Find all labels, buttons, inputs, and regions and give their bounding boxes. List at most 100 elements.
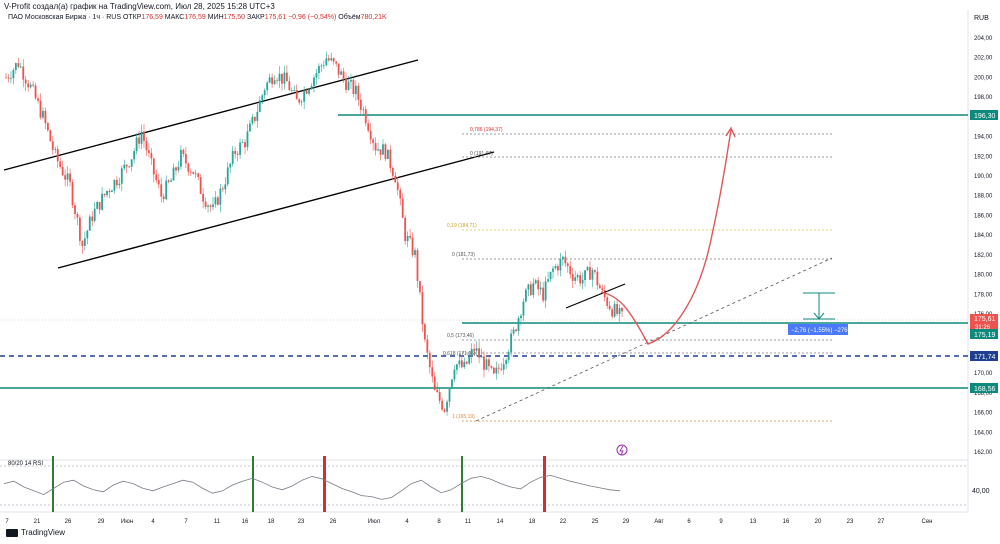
candle-body	[428, 352, 431, 368]
channel-lower-line[interactable]	[57, 151, 495, 269]
candle-body	[49, 130, 52, 142]
lightning-icon[interactable]	[616, 444, 628, 456]
candle-body	[150, 152, 153, 159]
candles[interactable]	[5, 51, 623, 416]
price-tag-168-text: 168,56	[974, 386, 996, 393]
open-label: ОТКР	[122, 14, 142, 21]
symbol-name[interactable]: ПАО Московская Биржа · 1ч · RUS	[8, 14, 121, 21]
candle-body	[433, 376, 436, 390]
candle-body	[350, 79, 352, 82]
brand-name: TradingView	[21, 528, 66, 537]
fib-retracement[interactable]	[462, 133, 832, 422]
tradingview-logo-icon	[6, 528, 18, 537]
candle-body	[83, 238, 86, 246]
candle-body	[246, 131, 249, 148]
candle-body	[416, 250, 419, 281]
candle-body	[576, 275, 579, 278]
candle-body	[322, 65, 325, 67]
candle-body	[5, 77, 7, 79]
candle-body	[438, 392, 441, 401]
candle-body	[310, 86, 313, 90]
candle-body	[303, 90, 306, 102]
price-tag-current	[970, 314, 998, 332]
price-tick: 164,00	[974, 430, 993, 436]
candle-body	[616, 304, 618, 314]
time-tick: 16	[242, 519, 249, 525]
candle-body	[510, 333, 513, 353]
candle-body	[581, 279, 584, 284]
time-tick: 9	[719, 519, 723, 525]
close-label: ЗАКР	[247, 14, 265, 21]
candle-body	[537, 280, 540, 290]
time-tick: 6	[687, 519, 691, 525]
candle-body	[315, 73, 318, 78]
volume-value: 780,21K	[360, 14, 387, 21]
price-tag-current-text: 175,61	[974, 316, 996, 323]
candle-body	[340, 71, 343, 75]
time-axis[interactable]: 7 21 26 29 Июн 4 7 11 16 18 23 26 Июл 4 8 11 14 18 22 25 29 А…	[5, 519, 932, 525]
candle-body	[517, 318, 520, 332]
candle-body	[354, 85, 357, 95]
candle-body	[601, 288, 604, 291]
candle-body	[157, 180, 160, 185]
candle-body	[325, 58, 328, 66]
rsi-pane[interactable]	[0, 456, 968, 512]
candle-body	[59, 161, 62, 167]
candle-body	[54, 149, 57, 150]
candle-body	[56, 149, 59, 162]
candle-body	[34, 85, 37, 99]
measure-tool[interactable]	[788, 292, 848, 335]
candle-body	[182, 149, 185, 155]
time-tick: Июн	[121, 519, 133, 525]
candle-body	[76, 214, 79, 218]
candle-body	[490, 366, 493, 368]
candle-body	[544, 281, 547, 301]
candle-body	[51, 141, 54, 150]
candle-body	[451, 379, 453, 388]
candle-body	[251, 116, 254, 124]
time-tick: 7	[184, 519, 188, 525]
high-value: 176,59	[184, 14, 206, 21]
price-tick: 190,00	[974, 174, 993, 180]
candle-body	[505, 360, 508, 365]
candle-body	[527, 284, 530, 290]
price-tag-countdown: 31:26	[975, 325, 991, 331]
candle-body	[419, 280, 421, 293]
candle-body	[401, 198, 404, 218]
candle-body	[145, 140, 148, 151]
forecast-arrow-head	[725, 126, 736, 138]
candle-body	[239, 142, 241, 155]
candle-body	[266, 82, 269, 91]
candle-body	[138, 137, 140, 144]
candle-body	[244, 142, 246, 148]
candle-body	[557, 266, 559, 271]
candle-body	[534, 280, 537, 284]
candle-body	[554, 266, 557, 269]
support-trendline[interactable]	[475, 257, 833, 422]
candle-body	[495, 367, 498, 374]
candle-body	[278, 73, 281, 81]
fib-label-05: 0,5 (173,46)	[447, 333, 474, 339]
price-tag-168	[970, 383, 998, 393]
short-trendline[interactable]	[565, 283, 626, 309]
candle-body	[391, 167, 394, 176]
low-label: МИН	[207, 14, 224, 21]
time-tick: Сен	[922, 519, 933, 525]
candle-body	[143, 131, 145, 141]
candle-body	[14, 63, 17, 70]
price-tick: 202,00	[974, 56, 993, 62]
candle-body	[189, 171, 192, 173]
candle-body	[221, 188, 224, 190]
symbol-legend: ПАО Московская Биржа · 1ч · RUS ОТКР 176,…	[8, 14, 387, 21]
channel-upper-line[interactable]	[3, 59, 419, 171]
candle-body	[300, 101, 303, 103]
candle-body	[268, 77, 271, 83]
price-tick: 162,00	[974, 450, 993, 456]
candle-body	[446, 401, 448, 412]
time-tick: 11	[465, 519, 472, 525]
candle-body	[569, 266, 572, 275]
price-tag-171-text: 171,74	[974, 354, 996, 361]
price-tick: 184,00	[974, 233, 993, 239]
forecast-path[interactable]	[600, 129, 732, 345]
